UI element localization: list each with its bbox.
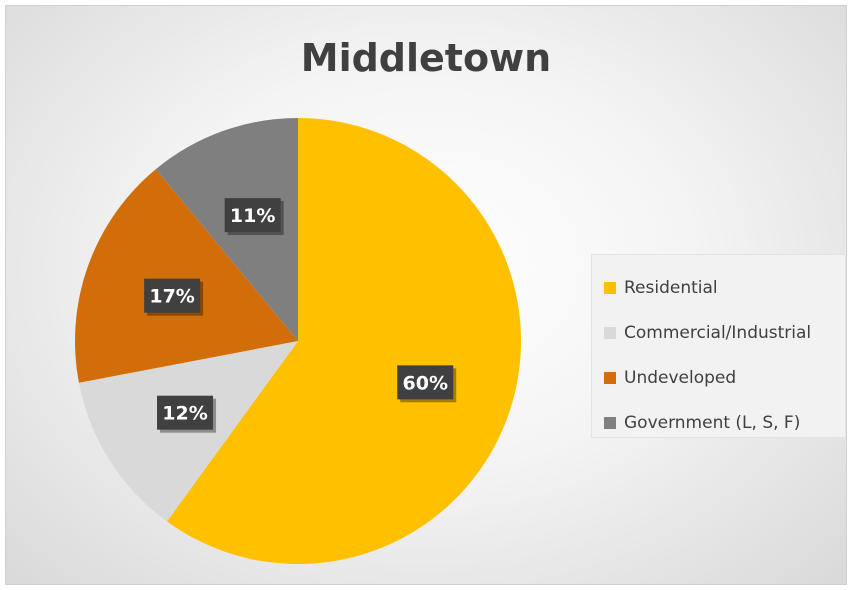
legend-item: Undeveloped: [604, 355, 845, 400]
chart-area: Middletown 60% 12% 17% 11% Residential Comme…: [5, 5, 847, 585]
legend-item: Residential: [604, 265, 845, 310]
legend-label: Government (L, S, F): [624, 412, 801, 433]
data-label-text: 11%: [230, 205, 275, 227]
data-label-3: 11%: [224, 198, 284, 236]
legend-swatch: [604, 371, 616, 384]
legend-swatch: [604, 416, 616, 429]
legend-item: Commercial/Industrial: [604, 310, 845, 355]
pie-slice-commercial-industrial: [78, 341, 298, 522]
pie-slice-residential: [166, 118, 521, 564]
pie-chart: 60% 12% 17% 11%: [75, 118, 521, 564]
legend: Residential Commercial/Industrial Undevelo…: [591, 254, 846, 438]
data-label-1: 12%: [157, 395, 217, 433]
legend-item: Government (L, S, F): [604, 400, 845, 445]
data-label-text: 17%: [149, 286, 194, 308]
pie-slice-undeveloped: [75, 169, 298, 383]
data-label-text: 12%: [162, 403, 207, 425]
data-label-2: 17%: [144, 278, 204, 316]
chart-title: Middletown: [300, 36, 552, 80]
legend-label: Residential: [624, 277, 718, 298]
legend-label: Commercial/Industrial: [624, 322, 812, 343]
data-label-0: 60%: [397, 365, 457, 403]
legend-label: Undeveloped: [624, 367, 737, 388]
legend-swatch: [604, 326, 616, 339]
legend-swatch: [604, 281, 616, 294]
data-label-text: 60%: [403, 372, 448, 394]
